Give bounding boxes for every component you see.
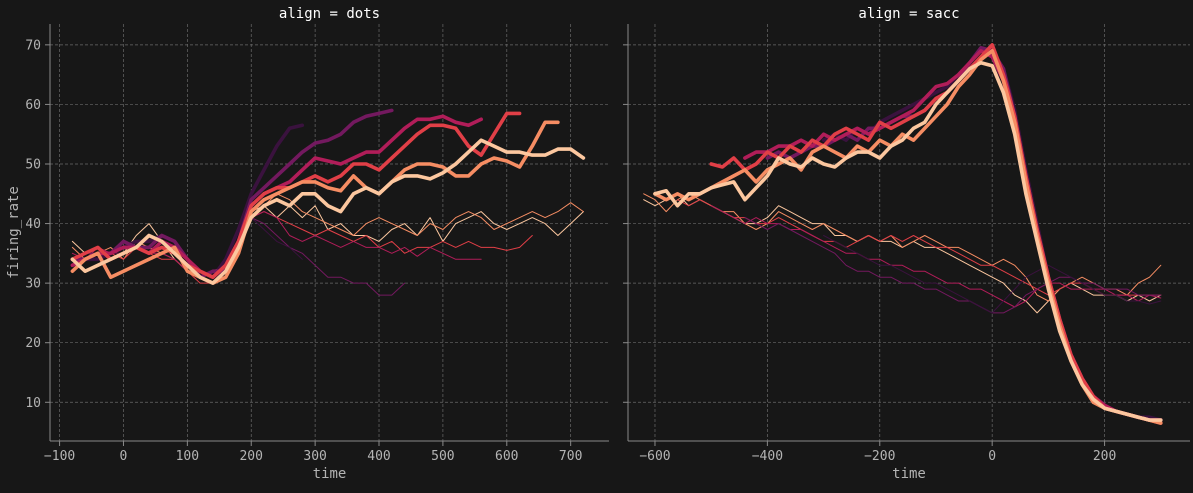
series-line-thick-red xyxy=(709,43,1163,425)
x-tick-label: 400 xyxy=(367,449,390,464)
x-tick-label: 600 xyxy=(495,449,518,464)
x-tick-label: 200 xyxy=(1093,449,1116,464)
y-tick-label: 70 xyxy=(25,38,41,53)
y-tick-label: 10 xyxy=(25,396,41,411)
x-tick-label: −600 xyxy=(639,449,670,464)
x-tick-label: 700 xyxy=(559,449,582,464)
x-tick-label: −200 xyxy=(864,449,895,464)
x-tick-label: 300 xyxy=(303,449,326,464)
series-lines xyxy=(643,43,1163,425)
series-line-thick-peach xyxy=(653,60,1163,422)
x-axis-label: time xyxy=(313,466,347,482)
y-tick-label: 40 xyxy=(25,217,41,232)
series-lines xyxy=(70,108,586,296)
axes: −100 0 100 200 300 400 500 600 700 10 20 30 40 50 60 70 xyxy=(25,24,609,464)
series-line-thin-orange xyxy=(643,193,1162,302)
panel-title: align = sacc xyxy=(858,6,959,22)
y-tick-label: 30 xyxy=(25,277,41,292)
x-tick-label: 100 xyxy=(176,449,199,464)
x-tick-label: 500 xyxy=(431,449,454,464)
y-tick-label: 60 xyxy=(25,98,41,113)
series-line-thin-plum xyxy=(744,217,1162,314)
y-axis-label: firing_rate xyxy=(6,186,22,279)
y-tick-label: 20 xyxy=(25,336,41,351)
x-tick-label: −400 xyxy=(752,449,783,464)
y-tick-label: 50 xyxy=(25,157,41,172)
series-line-thick-peach xyxy=(70,138,586,285)
x-tick-label: −100 xyxy=(44,449,75,464)
facet-panel-dots: −100 0 100 200 300 400 500 600 700 10 20 30 40 50 60 70… xyxy=(6,6,609,482)
x-axis-label: time xyxy=(892,466,926,482)
facet-panel-sacc: −600 −400 −200 0 200 align = sacc time xyxy=(623,6,1190,482)
axes: −600 −400 −200 0 200 xyxy=(623,24,1190,464)
x-tick-label: 0 xyxy=(988,449,996,464)
series-line-thin-red xyxy=(677,199,1162,296)
panel-title: align = dots xyxy=(279,6,380,22)
x-tick-label: 0 xyxy=(120,449,128,464)
series-line-thin-indigo xyxy=(823,235,1162,314)
series-line-thick-orange xyxy=(70,120,560,285)
x-tick-label: 200 xyxy=(239,449,262,464)
